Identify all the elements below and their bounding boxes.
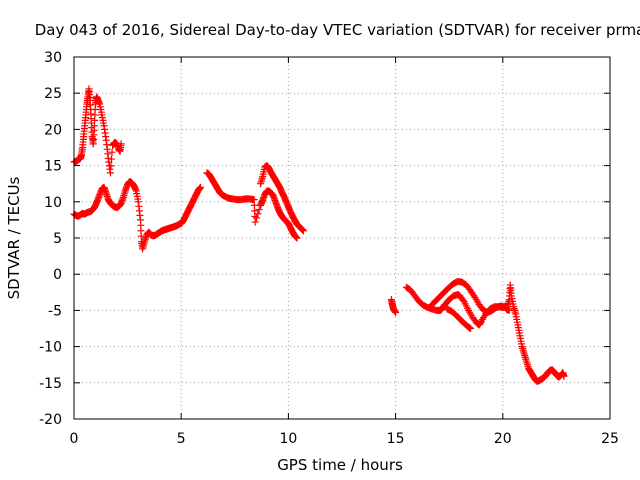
data-point (108, 155, 116, 163)
data-point (392, 309, 400, 317)
data-point (255, 206, 263, 214)
y-tick-label: 10 (44, 195, 62, 211)
series-late-cluster (387, 296, 400, 317)
y-tick-label: 0 (53, 267, 62, 283)
y-tick-label: 25 (44, 86, 62, 102)
y-tick-label: 5 (53, 231, 62, 247)
axis-tick-labels: 0 5 10 15 20 25 -20 -15 -10 -5 0 5 10 15 20 25 30 (39, 50, 619, 447)
data-point (299, 227, 307, 235)
plot-frame (73, 56, 611, 420)
y-tick-label: -5 (48, 303, 62, 319)
grid (74, 57, 610, 419)
data-point (560, 372, 568, 380)
data-point (253, 214, 261, 222)
y-tick-label: 30 (44, 50, 62, 66)
y-tick-label: 20 (44, 122, 62, 138)
y-tick-label: 15 (44, 159, 62, 175)
x-tick-label: 5 (177, 431, 186, 447)
y-axis-title: SDTVAR / TECUs (5, 176, 23, 299)
data-point (251, 218, 259, 226)
data-points (70, 85, 568, 385)
x-tick-label: 25 (601, 431, 619, 447)
series-evening-lower (443, 305, 475, 332)
x-tick-label: 20 (494, 431, 512, 447)
x-tick-label: 10 (279, 431, 297, 447)
data-point (196, 183, 204, 191)
series-morning-lower (70, 178, 204, 253)
data-point (106, 169, 114, 177)
series-afternoon-upper (257, 162, 307, 235)
data-point (467, 325, 475, 332)
chart-title: Day 043 of 2016, Sidereal Day-to-day VTE… (35, 21, 640, 39)
data-point (459, 296, 467, 304)
data-point (117, 140, 125, 148)
data-point (505, 306, 513, 314)
data-point (108, 148, 116, 156)
series-afternoon (203, 169, 301, 242)
data-point (254, 210, 262, 218)
x-tick-label: 15 (387, 431, 405, 447)
y-tick-label: -10 (39, 340, 62, 356)
data-point (293, 234, 301, 242)
y-tick-label: -20 (39, 412, 62, 428)
y-tick-label: -15 (39, 376, 62, 392)
x-axis-title: GPS time / hours (277, 456, 403, 474)
series-evening-upper (428, 277, 513, 317)
x-tick-label: 0 (70, 431, 79, 447)
data-point (107, 162, 115, 170)
